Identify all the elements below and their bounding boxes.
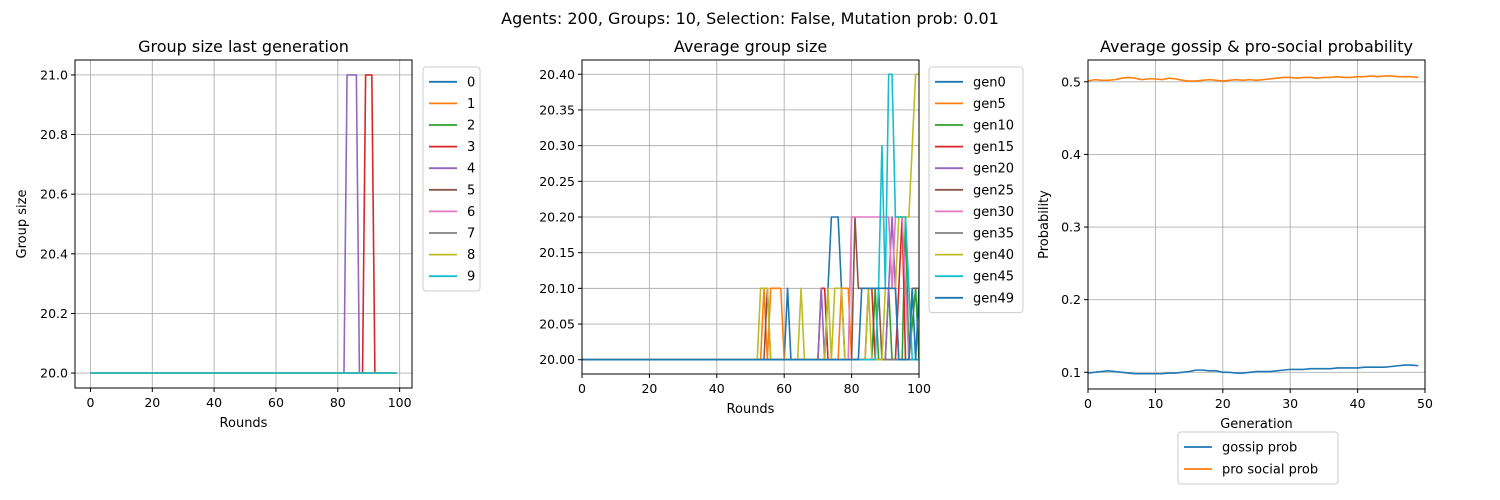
legend-label: 0 <box>467 75 475 90</box>
y-tick-label: 0.2 <box>1061 292 1081 307</box>
x-tick-label: 20 <box>1215 396 1231 411</box>
x-tick-label: 20 <box>641 381 657 396</box>
legend-box <box>1177 431 1339 485</box>
x-tick-label: 0 <box>578 381 586 396</box>
y-tick-label: 20.05 <box>539 317 575 332</box>
axes-frame <box>74 59 413 389</box>
y-tick-label: 21.0 <box>40 67 68 82</box>
chart-2: 0 20 40 60 80 100 20.00 20.05 20.10 20.15 20.20 20.… <box>539 37 1024 417</box>
x-tick-label: 30 <box>1282 396 1298 411</box>
series-group <box>582 73 919 361</box>
x-tick-label: 50 <box>1417 396 1433 411</box>
y-tick-label: 20.6 <box>40 187 68 202</box>
legend-label: gen25 <box>973 183 1014 198</box>
y-tick-label: 20.00 <box>539 352 575 367</box>
series-line-gen49 <box>582 287 919 361</box>
y-tick-label: 0.1 <box>1061 365 1081 380</box>
y-tick-label: 20.4 <box>40 246 68 261</box>
series-line-gossip-prob <box>1088 364 1419 375</box>
legend-label: gossip prob <box>1222 441 1297 456</box>
legend-label: gen40 <box>973 248 1014 263</box>
y-axis-label: Group size <box>15 190 30 259</box>
figure-suptitle: Agents: 200, Groups: 10, Selection: Fals… <box>501 9 999 28</box>
y-tick-label: 0.4 <box>1061 147 1081 162</box>
chart-3: 0 10 20 30 40 50 0.1 0.2 0.3 0.4 0.5 Average gossip… <box>1037 37 1433 485</box>
x-tick-label: 60 <box>776 381 792 396</box>
legend-label: 1 <box>467 97 475 112</box>
legend: gossip prob pro social prob <box>1177 431 1339 485</box>
x-tick-label: 10 <box>1147 396 1163 411</box>
y-axis-label: Probability <box>1037 190 1052 259</box>
chart-1: 0 20 40 60 80 10020.020.220.420.620.821.0Grou… <box>15 37 481 431</box>
legend-box <box>422 66 481 292</box>
legend-label: gen35 <box>973 227 1014 242</box>
series-line-3 <box>90 74 397 374</box>
x-tick-label: 40 <box>1350 396 1366 411</box>
legend-label: 6 <box>467 205 475 220</box>
x-axis-label: Rounds <box>220 416 268 431</box>
series-line-gen45 <box>582 73 919 361</box>
legend-label: gen20 <box>973 162 1014 177</box>
x-tick-label: 40 <box>709 381 725 396</box>
x-tick-label: 100 <box>388 395 412 410</box>
x-tick-label: 0 <box>86 395 94 410</box>
y-tick-label: 20.30 <box>539 138 575 153</box>
legend: gen0 gen5 gen10 gen15 gen20 gen25 gen30 gen35 ge… <box>928 66 1024 314</box>
chart-title: Average gossip & pro-social probability <box>1100 37 1413 56</box>
legend-label: gen15 <box>973 140 1014 155</box>
y-tick-label: 20.35 <box>539 102 575 117</box>
series-line-gen5 <box>582 287 919 361</box>
legend-label: 3 <box>467 140 475 155</box>
y-tick-label: 20.40 <box>539 67 575 82</box>
x-tick-label: 80 <box>844 381 860 396</box>
series-group <box>1088 75 1419 375</box>
y-tick-label: 20.25 <box>539 174 575 189</box>
series-line-pro-social-prob <box>1088 75 1419 82</box>
legend-label: 2 <box>467 119 475 134</box>
axes-frame <box>1087 59 1426 390</box>
x-tick-label: 60 <box>268 395 284 410</box>
legend: 0 1 2 3 4 5 6 7 8 9 <box>422 66 481 292</box>
y-tick-label: 0.3 <box>1061 220 1081 235</box>
x-tick-label: 0 <box>1084 396 1092 411</box>
x-tick-label: 20 <box>144 395 160 410</box>
legend-label: gen49 <box>973 291 1014 306</box>
series-line-gen30 <box>582 216 919 361</box>
y-tick-label: 20.15 <box>539 245 575 260</box>
legend-label: gen45 <box>973 270 1014 285</box>
y-tick-label: 20.8 <box>40 127 68 142</box>
legend-label: gen5 <box>973 97 1006 112</box>
legend-label: pro social prob <box>1222 463 1318 478</box>
legend-box <box>928 66 1024 314</box>
y-tick-label: 20.2 <box>40 306 68 321</box>
legend-label: gen0 <box>973 75 1006 90</box>
legend-label: 7 <box>467 227 475 242</box>
legend-label: 9 <box>467 270 475 285</box>
chart-title: Average group size <box>674 37 827 56</box>
x-tick-label: 100 <box>907 381 931 396</box>
x-tick-label: 80 <box>330 395 346 410</box>
x-tick-label: 40 <box>206 395 222 410</box>
chart-title: Group size last generation <box>138 37 349 56</box>
y-tick-label: 20.10 <box>539 281 575 296</box>
series-line-gen40 <box>582 73 919 361</box>
legend-label: gen30 <box>973 205 1014 220</box>
legend-label: 5 <box>467 183 475 198</box>
y-tick-label: 20.0 <box>40 366 68 381</box>
x-axis-label: Rounds <box>727 402 775 417</box>
legend-label: gen10 <box>973 119 1014 134</box>
series-group <box>90 74 397 374</box>
x-axis-label: Generation <box>1220 417 1293 432</box>
y-tick-label: 0.5 <box>1061 74 1081 89</box>
legend-label: 8 <box>467 248 475 263</box>
y-tick-label: 20.20 <box>539 210 575 225</box>
series-line-4 <box>90 74 397 374</box>
legend-label: 4 <box>467 162 475 177</box>
